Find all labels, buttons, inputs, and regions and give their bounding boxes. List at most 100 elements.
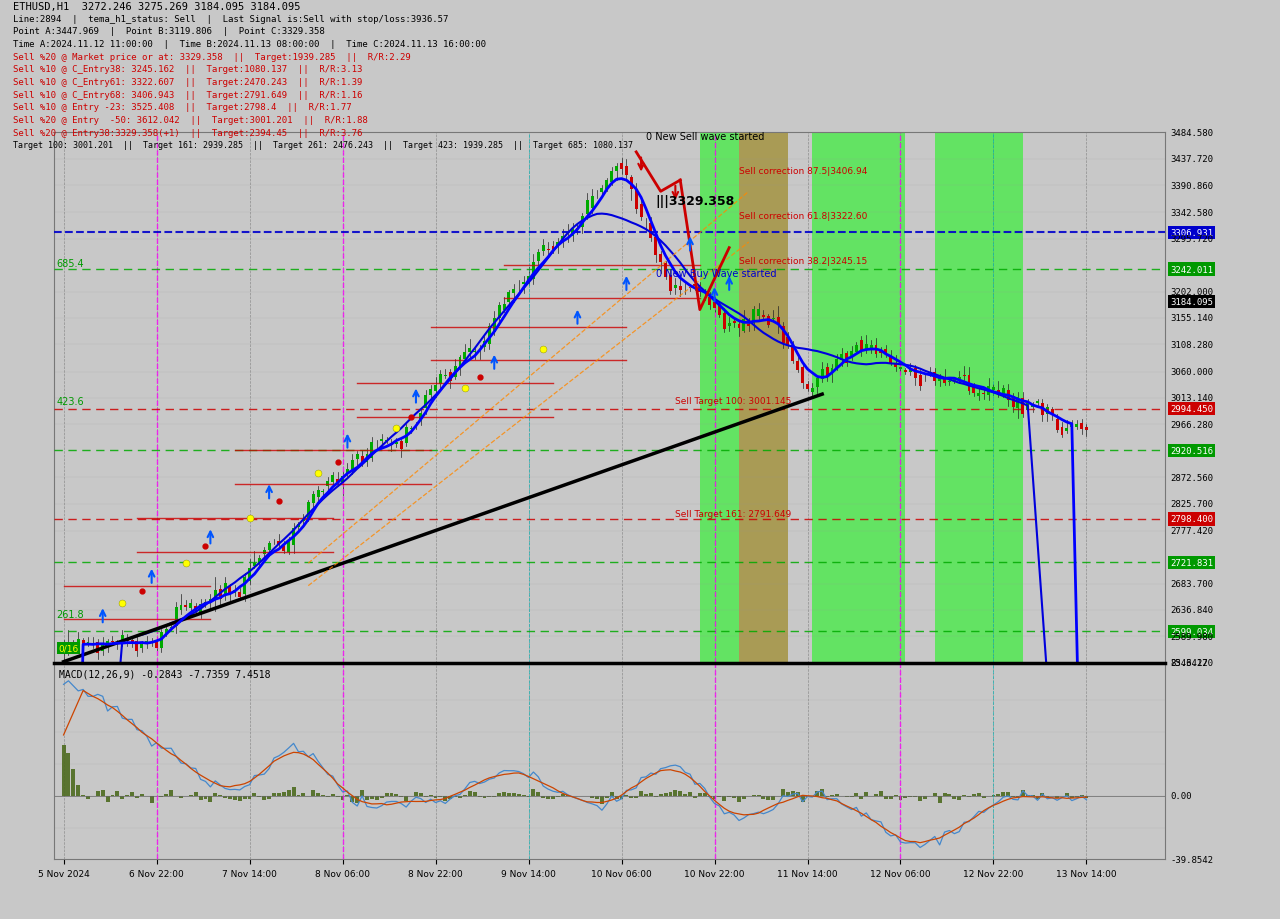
Bar <box>684 794 687 796</box>
Bar <box>649 223 653 239</box>
Bar <box>1061 428 1064 436</box>
Bar <box>909 369 911 372</box>
Bar <box>723 313 726 330</box>
Bar <box>512 794 516 796</box>
Text: 3342.580: 3342.580 <box>1170 209 1213 218</box>
Bar <box>346 795 349 796</box>
Bar <box>498 306 500 319</box>
Bar <box>321 491 324 493</box>
Bar <box>1084 796 1088 799</box>
Bar <box>424 396 428 409</box>
Bar <box>189 603 192 608</box>
Bar <box>996 794 1001 796</box>
Bar <box>493 796 497 798</box>
Bar <box>125 640 129 641</box>
Bar <box>77 785 81 796</box>
Bar <box>287 790 291 796</box>
Bar <box>820 369 823 380</box>
Text: 2825.700: 2825.700 <box>1170 500 1213 508</box>
Bar <box>502 792 506 796</box>
Bar <box>273 793 276 796</box>
Bar <box>590 197 594 210</box>
Bar <box>820 789 824 796</box>
Bar <box>678 790 682 796</box>
Text: 3437.720: 3437.720 <box>1170 155 1213 165</box>
Bar <box>859 796 863 799</box>
Bar <box>86 796 90 799</box>
Bar <box>669 276 672 292</box>
Text: Sell Target 261: 2476.143: Sell Target 261: 2476.143 <box>676 709 791 719</box>
Text: Sell %20 @ Entry38:3329.358(+1)  ||  Target:2394.45  ||  R/R:3.76: Sell %20 @ Entry38:3329.358(+1) || Targe… <box>13 129 362 138</box>
Bar <box>600 796 604 804</box>
Bar <box>728 323 731 326</box>
Bar <box>155 641 157 649</box>
Bar <box>1080 424 1083 429</box>
Bar <box>850 351 852 357</box>
Text: MACD(12,26,9) -0.2843 -7.7359 7.4518: MACD(12,26,9) -0.2843 -7.7359 7.4518 <box>59 669 271 679</box>
Bar <box>1032 405 1034 408</box>
Bar <box>668 792 672 796</box>
Bar <box>390 443 393 446</box>
Bar <box>517 795 521 796</box>
Bar <box>134 796 140 798</box>
Bar <box>458 358 462 369</box>
Bar <box>335 796 339 797</box>
Bar <box>689 288 691 289</box>
Text: Sell %10 @ C_Entry68: 3406.943  ||  Target:2791.649  ||  R/R:1.16: Sell %10 @ C_Entry68: 3406.943 || Target… <box>13 91 362 99</box>
Bar <box>179 796 183 799</box>
Bar <box>630 177 632 190</box>
Bar <box>810 796 814 797</box>
Text: -39.8542: -39.8542 <box>1170 855 1213 864</box>
Bar <box>732 322 736 323</box>
Bar <box>786 792 790 796</box>
Bar <box>170 628 173 629</box>
Text: 2966.280: 2966.280 <box>1170 420 1213 429</box>
Bar <box>276 793 280 796</box>
Bar <box>550 796 556 800</box>
Bar <box>782 326 785 344</box>
Bar <box>356 796 360 802</box>
Bar <box>404 796 408 801</box>
Bar <box>947 794 951 796</box>
Bar <box>209 796 212 802</box>
Bar <box>571 228 573 237</box>
Bar <box>869 346 873 350</box>
Text: 83.6427: 83.6427 <box>1170 659 1208 667</box>
Bar <box>527 277 530 284</box>
Bar <box>541 245 545 252</box>
Bar <box>860 341 863 350</box>
Bar <box>753 310 755 324</box>
Bar <box>595 796 599 800</box>
Bar <box>972 795 975 796</box>
Bar <box>120 635 124 643</box>
Bar <box>1056 419 1059 430</box>
Bar <box>678 287 682 290</box>
Bar <box>1036 796 1039 800</box>
Bar <box>957 796 961 800</box>
Bar <box>635 190 637 210</box>
Bar <box>614 796 618 799</box>
Bar <box>756 795 760 796</box>
Text: 3155.140: 3155.140 <box>1170 314 1213 323</box>
Bar <box>1025 795 1029 796</box>
Text: 3108.280: 3108.280 <box>1170 341 1213 349</box>
Text: 2872.560: 2872.560 <box>1170 473 1213 482</box>
Bar <box>488 796 492 798</box>
Bar <box>914 369 916 379</box>
Bar <box>845 354 849 363</box>
Bar <box>439 796 443 797</box>
Bar <box>111 641 114 642</box>
Text: Time A:2024.11.12 11:00:00  |  Time B:2024.11.13 08:00:00  |  Time C:2024.11.13 : Time A:2024.11.12 11:00:00 | Time B:2024… <box>13 40 486 49</box>
Bar <box>96 642 100 653</box>
Bar <box>209 600 212 601</box>
Bar <box>312 494 315 504</box>
Bar <box>865 345 868 351</box>
Bar <box>673 790 677 796</box>
Bar <box>552 247 554 252</box>
Bar <box>836 359 838 369</box>
Bar <box>399 441 403 449</box>
Bar <box>772 318 774 320</box>
Bar <box>410 428 412 430</box>
Bar <box>831 369 833 375</box>
Bar <box>557 243 559 247</box>
